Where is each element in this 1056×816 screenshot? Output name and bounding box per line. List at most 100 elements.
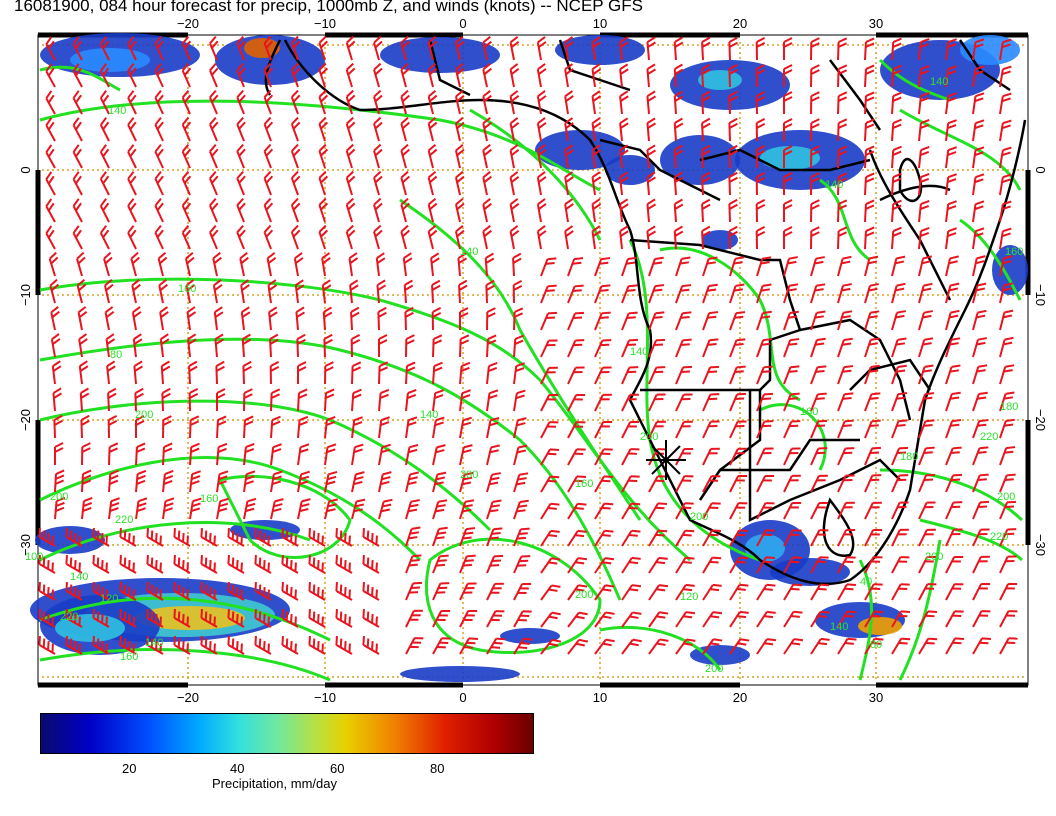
wind-barb <box>567 284 584 304</box>
wind-barb <box>945 146 957 169</box>
wind-barb <box>673 63 684 88</box>
wind-barb <box>864 528 883 547</box>
wind-barb <box>321 252 331 277</box>
wind-barb <box>373 62 383 88</box>
wind-barb <box>486 389 499 412</box>
wind-barb <box>999 418 1015 439</box>
wind-barb <box>591 198 602 223</box>
wind-barb <box>509 36 520 61</box>
contour-label: 220 <box>115 514 133 526</box>
wind-barb <box>38 609 56 628</box>
wind-barb <box>400 35 410 61</box>
wind-barb <box>729 638 750 655</box>
wind-barb <box>362 609 380 628</box>
wind-barb <box>891 392 908 412</box>
wind-barb <box>621 284 638 304</box>
coast-border-line <box>748 390 901 523</box>
wind-barb <box>78 333 88 358</box>
contour-label: 120 <box>680 591 698 603</box>
wind-barb <box>216 470 229 493</box>
wind-barb <box>891 583 910 601</box>
wind-barb <box>92 582 110 601</box>
wind-barb <box>236 170 246 196</box>
wind-barb <box>837 91 848 115</box>
wind-barb <box>621 256 637 277</box>
wind-barb <box>297 470 310 493</box>
wind-barb <box>351 498 366 520</box>
wind-barb <box>209 224 219 250</box>
wind-barb <box>837 199 848 223</box>
low-center-marker <box>646 440 686 480</box>
wind-barb <box>891 118 902 142</box>
wind-barb <box>405 609 423 628</box>
wind-barb <box>133 360 144 385</box>
wind-barb <box>621 529 641 547</box>
wind-barb <box>756 638 777 655</box>
wind-barb <box>50 333 61 358</box>
wind-barb <box>810 610 830 628</box>
wind-barb <box>146 528 164 547</box>
wind-barb <box>290 89 301 115</box>
wind-barb <box>427 170 438 196</box>
wind-barb <box>999 227 1012 250</box>
wind-barb <box>702 583 722 601</box>
wind-barb <box>891 364 907 385</box>
wind-barb <box>324 470 338 493</box>
axis-labels: −20 −20 −10 −10 0 0 10 10 20 20 30 30 0 0 −10 −10 −20 −20… <box>18 16 1048 705</box>
wind-barb <box>184 251 195 277</box>
wind-barb <box>755 90 766 115</box>
wind-barb <box>135 442 146 466</box>
wind-barb <box>783 256 798 277</box>
wind-barb <box>362 528 380 547</box>
wind-barb <box>810 447 828 466</box>
wind-barb <box>212 252 222 277</box>
wind-barb <box>918 146 930 169</box>
wind-barb <box>891 37 902 61</box>
wind-barb <box>756 610 776 628</box>
wind-barb <box>675 365 693 385</box>
wind-barb <box>293 252 304 277</box>
wind-barb <box>619 117 629 142</box>
wind-barb <box>972 500 990 520</box>
contour-line <box>217 474 352 559</box>
wind-barb <box>459 499 475 520</box>
wind-barb <box>536 117 547 142</box>
wind-barb <box>318 143 329 169</box>
wind-barb <box>564 198 574 223</box>
wind-barb <box>49 278 59 304</box>
wind-barb <box>173 636 191 655</box>
wind-barb <box>99 63 110 88</box>
wind-barb <box>240 279 250 304</box>
wind-barb <box>729 365 746 385</box>
wind-barb <box>188 387 199 412</box>
wind-barb <box>999 446 1016 466</box>
y-tick-label-left: −20 <box>18 409 33 431</box>
wind-barb <box>158 279 168 304</box>
wind-barb <box>945 227 957 250</box>
wind-barb <box>509 144 520 169</box>
wind-barb <box>810 637 830 655</box>
wind-barb <box>308 555 326 574</box>
wind-barb <box>215 360 225 385</box>
wind-barb <box>345 35 356 61</box>
x-tick-label-top: 0 <box>459 16 466 31</box>
wind-barb <box>673 198 684 223</box>
wind-barb <box>702 283 718 304</box>
wind-barb <box>263 89 274 115</box>
wind-barb <box>459 307 469 330</box>
colorbar-tick: 40 <box>230 761 245 776</box>
wind-barb <box>783 392 800 412</box>
wind-barb <box>130 251 140 277</box>
wind-barb <box>345 89 356 115</box>
wind-barb <box>648 256 664 277</box>
precip-cell <box>135 606 245 630</box>
wind-barb <box>891 91 902 115</box>
wind-barb <box>918 92 930 115</box>
wind-barb <box>675 611 696 628</box>
wind-barb <box>254 555 272 574</box>
x-tick-label-bottom: 30 <box>869 690 883 705</box>
wind-barb <box>945 473 963 493</box>
wind-barb <box>945 200 957 223</box>
wind-barb <box>999 309 1014 331</box>
